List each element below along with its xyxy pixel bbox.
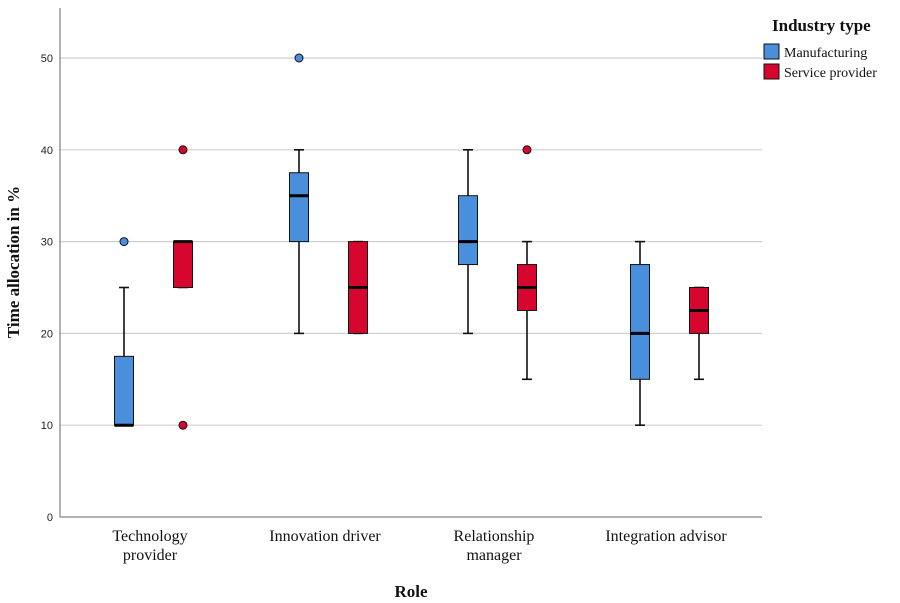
axes (59, 8, 762, 518)
outlier-point (178, 420, 188, 430)
box-body (114, 355, 134, 426)
box-1-2 (517, 145, 537, 381)
box-1-3 (689, 286, 709, 381)
y-axis-title: Time allocation in % (4, 186, 23, 338)
x-category-label: Integration advisor (605, 528, 727, 545)
box-body (289, 172, 309, 243)
box-1-1 (348, 240, 368, 335)
outlier-point (178, 145, 188, 155)
box-0-1 (289, 53, 309, 335)
gridlines (60, 57, 762, 426)
outlier-point (522, 145, 532, 155)
outlier-point (294, 53, 304, 63)
y-tick-label: 0 (47, 512, 53, 524)
x-category-label: Relationship manager (454, 528, 535, 564)
y-tick-label: 50 (41, 53, 53, 65)
legend-swatch-service-provider (763, 63, 780, 80)
legend-label-manufacturing: Manufacturing (784, 46, 867, 61)
x-category-label: Innovation driver (269, 528, 381, 545)
y-tick-label: 30 (41, 237, 53, 249)
y-tick-labels: 0 10 20 30 40 50 (41, 53, 53, 524)
box-1-0 (173, 145, 193, 430)
boxes (114, 53, 709, 430)
x-axis-title: Role (394, 582, 428, 601)
legend-label-service-provider: Service provider (784, 66, 877, 81)
legend: Industry type Manufacturing Service prov… (763, 16, 877, 81)
y-tick-label: 10 (41, 420, 53, 432)
box-0-3 (630, 240, 650, 427)
box-body (173, 241, 193, 289)
x-category-labels: Technology provider Innovation driver Relat… (112, 528, 727, 564)
y-tick-label: 40 (41, 145, 53, 157)
box-body (458, 195, 478, 266)
outlier-point (119, 237, 129, 247)
box-0-2 (458, 149, 478, 335)
x-category-label: Technology provider (112, 528, 187, 564)
y-tick-label: 20 (41, 328, 53, 340)
legend-title: Industry type (772, 16, 871, 35)
box-body (630, 264, 650, 380)
box-0-0 (114, 237, 134, 427)
legend-swatch-manufacturing (763, 43, 780, 60)
